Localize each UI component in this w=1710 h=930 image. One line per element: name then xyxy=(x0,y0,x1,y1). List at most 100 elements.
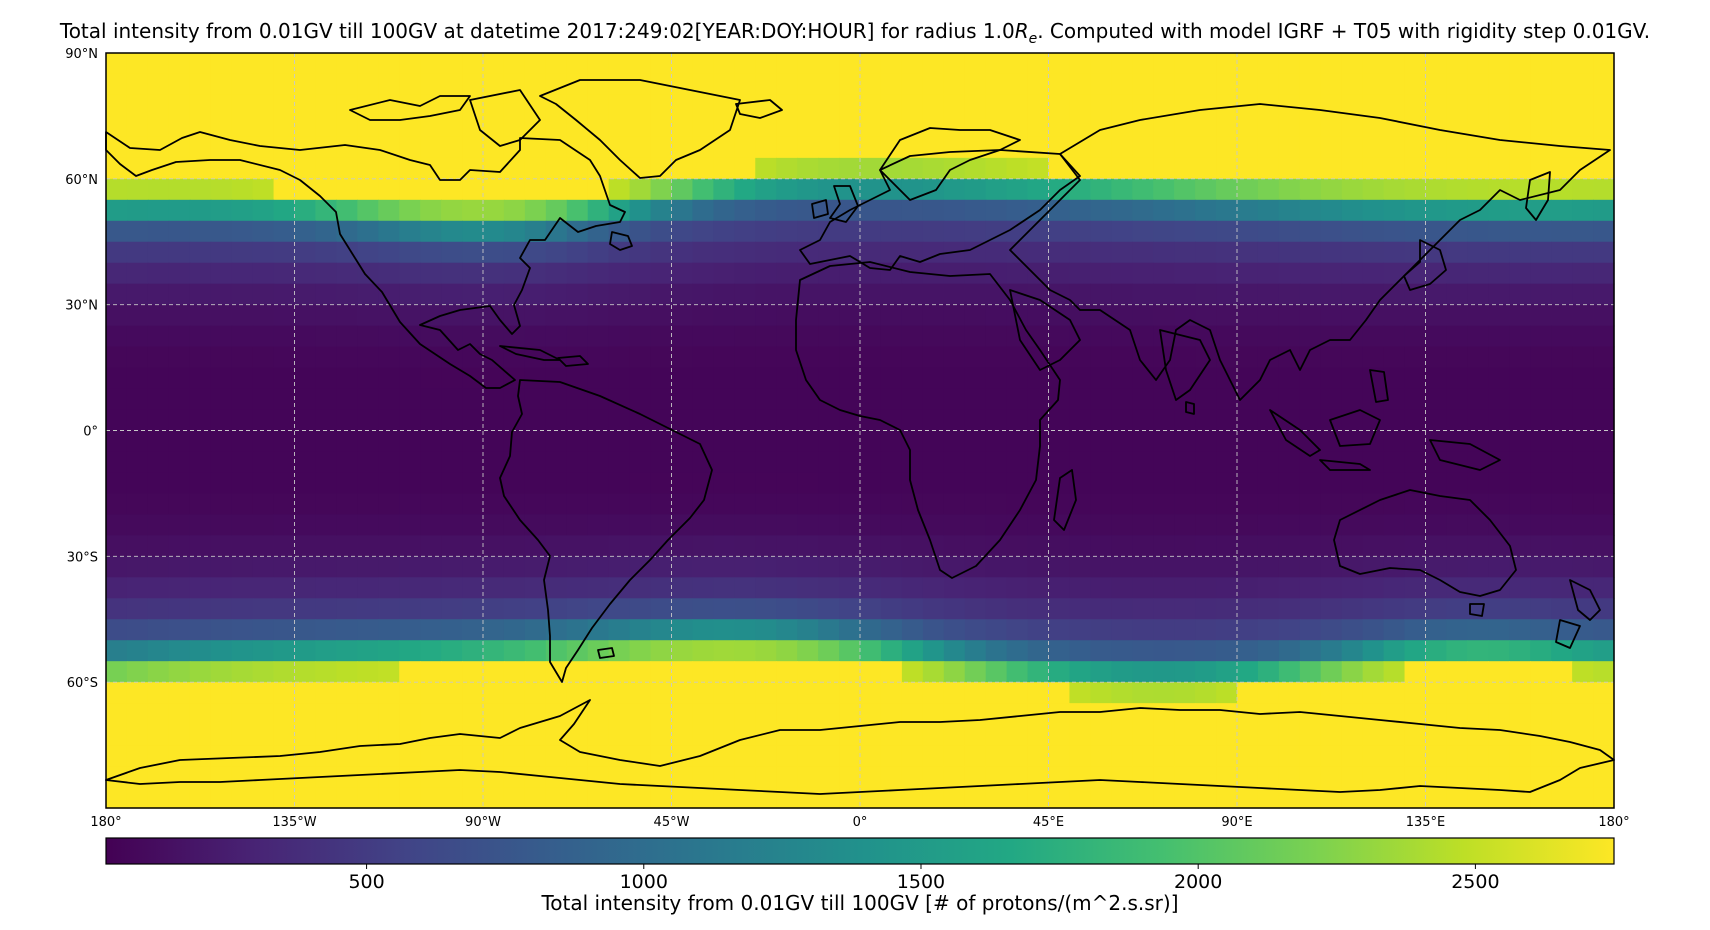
heatmap-cell xyxy=(336,346,358,369)
heatmap-cell xyxy=(1216,73,1238,96)
heatmap-cell xyxy=(964,640,987,662)
heatmap-cell xyxy=(608,724,631,746)
heatmap-cell xyxy=(1048,241,1071,264)
heatmap-cell xyxy=(336,241,358,264)
heatmap-cell xyxy=(901,493,924,515)
heatmap-cell xyxy=(294,388,317,411)
heatmap-cell xyxy=(357,766,379,788)
heatmap-cell xyxy=(483,304,505,327)
heatmap-cell xyxy=(1488,94,1510,117)
heatmap-cell xyxy=(1153,430,1175,453)
heatmap-cell xyxy=(1216,577,1238,599)
heatmap-cell xyxy=(252,304,275,327)
heatmap-cell xyxy=(650,220,673,243)
heatmap-cell xyxy=(273,262,296,285)
heatmap-cell xyxy=(1278,178,1301,201)
heatmap-cell xyxy=(880,304,903,327)
heatmap-cell xyxy=(252,493,275,515)
heatmap-cell xyxy=(922,325,945,348)
heatmap-cell xyxy=(943,619,966,641)
heatmap-cell xyxy=(860,115,882,138)
heatmap-cell xyxy=(1027,367,1050,390)
heatmap-cell xyxy=(713,493,735,515)
heatmap-cell xyxy=(1216,745,1238,767)
title-subscript: e xyxy=(1029,31,1038,47)
heatmap-cell xyxy=(776,178,798,201)
heatmap-cell xyxy=(922,787,945,809)
heatmap-cell xyxy=(420,493,442,515)
heatmap-cell xyxy=(1006,493,1029,515)
heatmap-cell xyxy=(1069,241,1091,264)
heatmap-cell xyxy=(1153,556,1175,578)
heatmap-cell xyxy=(1069,220,1091,243)
heatmap-cell xyxy=(650,766,673,788)
heatmap-cell xyxy=(839,115,861,138)
heatmap-cell xyxy=(210,724,233,746)
heatmap-cell xyxy=(901,472,924,495)
heatmap-cell xyxy=(336,388,358,411)
heatmap-cell xyxy=(210,766,233,788)
heatmap-cell xyxy=(922,598,945,620)
heatmap-cell xyxy=(252,94,275,117)
heatmap-cell xyxy=(1090,598,1112,620)
heatmap-cell xyxy=(1216,262,1238,285)
heatmap-cell xyxy=(1425,136,1448,159)
heatmap-cell xyxy=(1027,304,1050,327)
heatmap-cell xyxy=(1488,766,1510,788)
heatmap-cell xyxy=(922,388,945,411)
heatmap-cell xyxy=(420,199,442,222)
heatmap-cell xyxy=(231,619,254,641)
heatmap-cell xyxy=(1216,157,1238,180)
heatmap-cell xyxy=(1362,94,1385,117)
heatmap-cell xyxy=(818,157,840,180)
heatmap-cell xyxy=(1446,451,1468,474)
heatmap-cell xyxy=(671,220,694,243)
coastline-new-zealand xyxy=(1569,579,1601,621)
heatmap-cell xyxy=(1467,283,1489,306)
heatmap-cell xyxy=(880,136,903,159)
heatmap-cell xyxy=(545,745,568,767)
heatmap-cell xyxy=(294,514,317,536)
heatmap-cell xyxy=(441,682,463,704)
heatmap-cell xyxy=(1153,304,1175,327)
heatmap-cell xyxy=(1257,451,1280,474)
heatmap-cell xyxy=(1572,178,1594,201)
heatmap-cell xyxy=(210,199,233,222)
heatmap-cell xyxy=(1299,199,1322,222)
heatmap-cell xyxy=(1027,535,1050,557)
heatmap-cell xyxy=(1299,661,1322,683)
heatmap-cell xyxy=(839,94,861,117)
heatmap-cell xyxy=(713,304,735,327)
heatmap-cell xyxy=(1174,262,1196,285)
heatmap-cell xyxy=(713,535,735,557)
heatmap-cell xyxy=(420,556,442,578)
heatmap-cell xyxy=(524,115,547,138)
heatmap-cell xyxy=(1383,178,1406,201)
heatmap-cell xyxy=(189,472,212,495)
heatmap-cell xyxy=(252,787,275,809)
heatmap-cell xyxy=(629,682,652,704)
heatmap-cell xyxy=(1572,53,1594,75)
heatmap-cell xyxy=(1111,451,1133,474)
heatmap-cell xyxy=(1132,304,1154,327)
heatmap-cell xyxy=(943,535,966,557)
heatmap-cell xyxy=(608,661,631,683)
heatmap-cell xyxy=(1530,661,1552,683)
heatmap-cell xyxy=(671,262,694,285)
heatmap-cell xyxy=(1593,304,1615,327)
heatmap-cell xyxy=(964,388,987,411)
heatmap-cell xyxy=(399,220,421,243)
heatmap-cell xyxy=(1341,73,1364,96)
heatmap-cell xyxy=(315,535,337,557)
heatmap-cell xyxy=(378,241,400,264)
heatmap-cell xyxy=(818,220,840,243)
heatmap-cell xyxy=(1111,556,1133,578)
heatmap-cell xyxy=(860,535,882,557)
heatmap-cell xyxy=(943,766,966,788)
heatmap-cell xyxy=(964,136,987,159)
heatmap-cell xyxy=(1195,94,1217,117)
heatmap-cell xyxy=(608,787,631,809)
heatmap-cell xyxy=(1132,241,1154,264)
heatmap-cell xyxy=(1090,703,1112,725)
heatmap-cell xyxy=(231,367,254,390)
